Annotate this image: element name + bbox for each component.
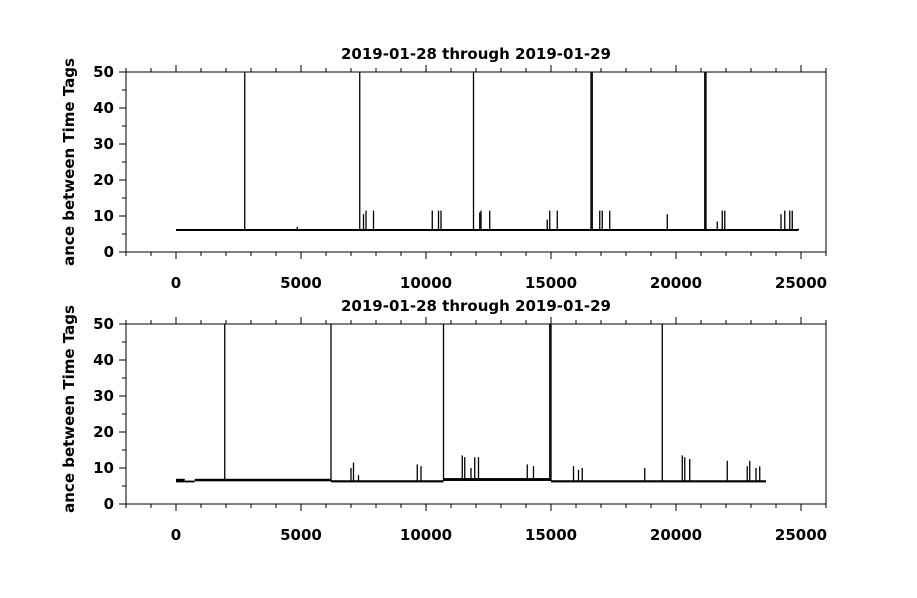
x-tick-label: 20000 (650, 526, 702, 544)
y-tick-label: 10 (93, 459, 114, 477)
series-band (176, 478, 185, 483)
series-band (551, 480, 766, 483)
x-tick-label: 10000 (400, 274, 452, 292)
y-tick-label: 30 (93, 135, 114, 153)
y-tick-label: 10 (93, 207, 114, 225)
y-axis-label: ance between Time Tags (60, 305, 78, 513)
y-tick-label: 20 (93, 423, 114, 441)
y-axis-label: ance between Time Tags (60, 58, 78, 266)
x-tick-label: 15000 (525, 274, 577, 292)
x-tick-label: 0 (171, 274, 181, 292)
x-tick-label: 10000 (400, 526, 452, 544)
x-tick-label: 25000 (775, 526, 827, 544)
series-band (184, 480, 195, 483)
y-tick-label: 20 (93, 171, 114, 189)
x-tick-label: 20000 (650, 274, 702, 292)
y-tick-label: 0 (104, 495, 114, 513)
y-tick-label: 40 (93, 99, 114, 117)
x-tick-label: 5000 (280, 526, 322, 544)
chart-panel-bottom: 2019-01-28 through 2019-01-29 ance betwe… (60, 297, 827, 544)
y-tick-label: 50 (93, 63, 114, 81)
y-tick-label: 50 (93, 315, 114, 333)
series-band (331, 480, 444, 483)
series-band (194, 478, 331, 482)
y-tick-label: 30 (93, 387, 114, 405)
y-tick-label: 0 (104, 243, 114, 261)
chart-panel-top: 2019-01-28 through 2019-01-29 ance betwe… (60, 45, 827, 292)
x-tick-label: 0 (171, 526, 181, 544)
x-tick-label: 25000 (775, 274, 827, 292)
series-band (443, 478, 551, 481)
y-tick-label: 40 (93, 351, 114, 369)
x-tick-label: 15000 (525, 526, 577, 544)
chart-title: 2019-01-28 through 2019-01-29 (341, 45, 611, 63)
plot-frame (125, 71, 827, 253)
chart-title: 2019-01-28 through 2019-01-29 (341, 297, 611, 315)
plot-frame (125, 323, 827, 505)
x-tick-label: 5000 (280, 274, 322, 292)
